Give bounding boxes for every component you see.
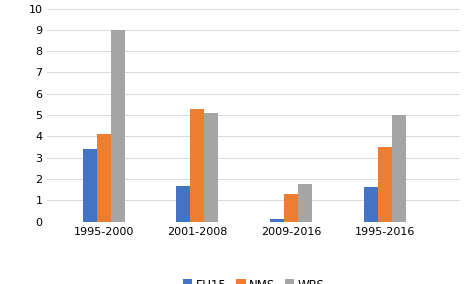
Bar [97, 134, 110, 222]
Bar [284, 194, 298, 222]
Bar [270, 220, 284, 222]
Bar [176, 186, 191, 222]
Bar [378, 147, 392, 222]
Legend: EU15, NMS, WBS: EU15, NMS, WBS [178, 274, 329, 284]
Bar [392, 115, 406, 222]
Bar [364, 187, 378, 222]
Bar [204, 113, 219, 222]
Bar [298, 184, 312, 222]
Bar [191, 108, 204, 222]
Bar [82, 149, 97, 222]
Bar [110, 30, 125, 222]
